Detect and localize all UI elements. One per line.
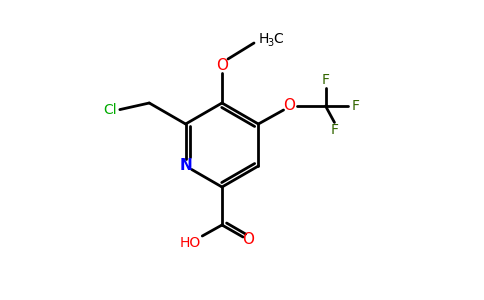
Text: F: F — [321, 73, 330, 87]
Text: F: F — [331, 123, 338, 137]
Text: 3: 3 — [267, 38, 273, 48]
Text: N: N — [179, 158, 192, 173]
Text: O: O — [284, 98, 296, 113]
Text: O: O — [216, 58, 228, 73]
Text: F: F — [351, 99, 360, 113]
Text: Cl: Cl — [103, 103, 117, 117]
Text: H: H — [259, 32, 270, 46]
Text: O: O — [242, 232, 254, 247]
Text: HO: HO — [180, 236, 201, 250]
Text: C: C — [273, 32, 283, 46]
